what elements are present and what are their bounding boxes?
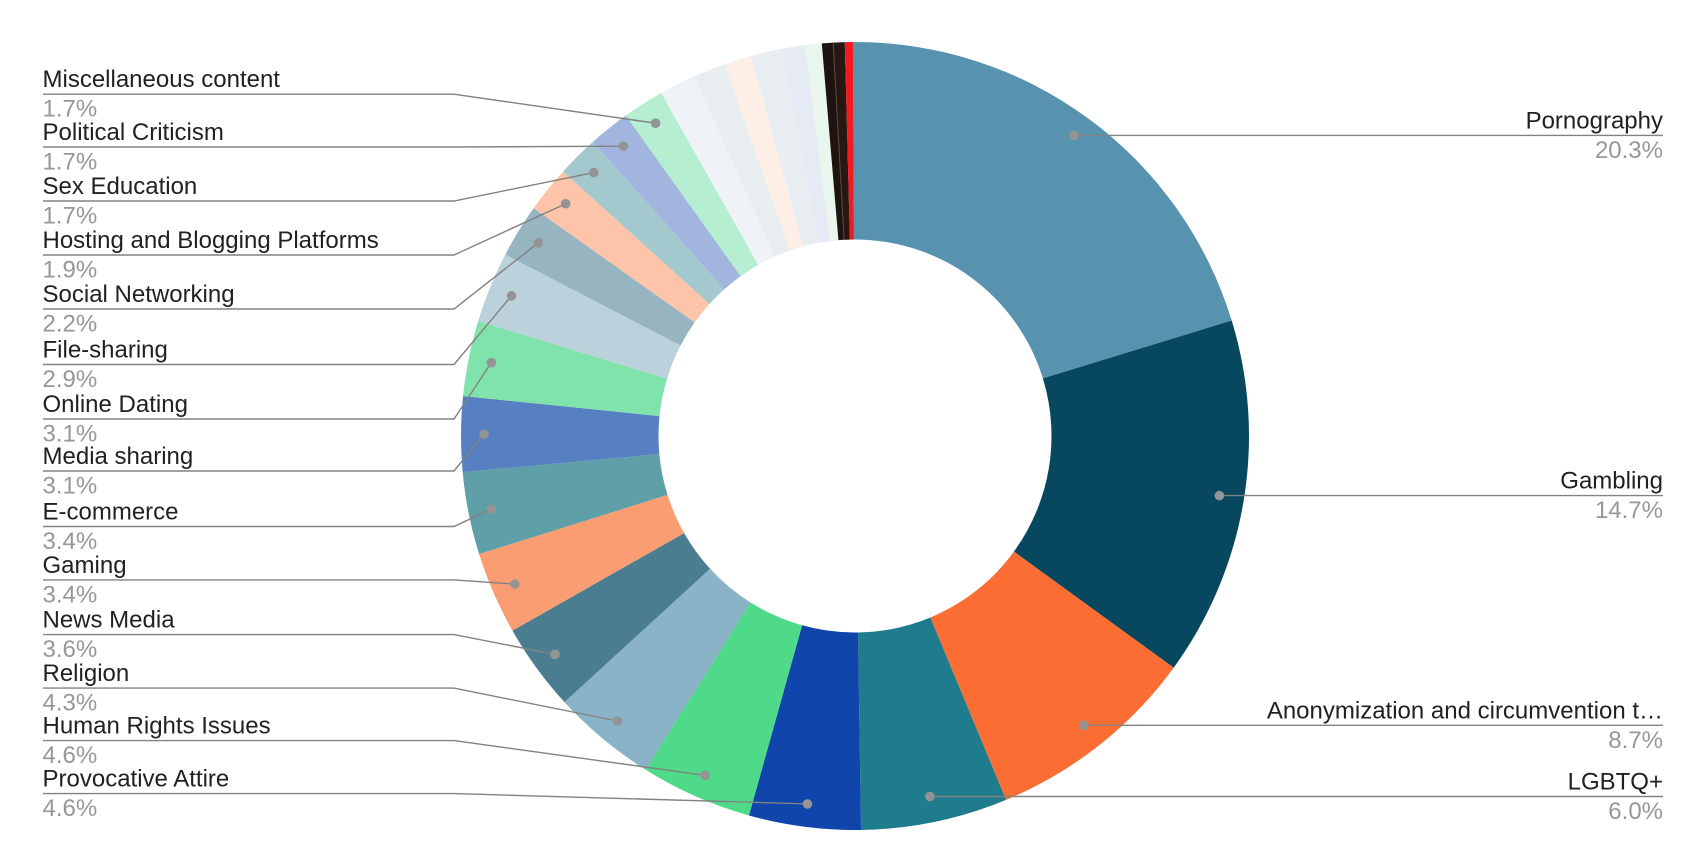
svg-text:E-commerce: E-commerce [43,499,179,526]
svg-text:Provocative Attire: Provocative Attire [43,766,230,793]
svg-text:8.7%: 8.7% [1608,727,1663,754]
svg-text:News Media: News Media [43,607,176,634]
svg-text:Sex Education: Sex Education [43,173,198,200]
svg-text:4.6%: 4.6% [43,742,98,769]
svg-text:14.7%: 14.7% [1595,497,1663,524]
svg-text:Political Criticism: Political Criticism [43,119,224,146]
svg-text:2.9%: 2.9% [43,366,98,393]
svg-text:Anonymization and circumventio: Anonymization and circumvention t… [1267,697,1663,724]
svg-text:Media sharing: Media sharing [43,443,194,470]
svg-text:Religion: Religion [43,660,130,687]
svg-text:Social Networking: Social Networking [43,281,235,308]
svg-text:3.1%: 3.1% [43,473,98,500]
svg-text:3.4%: 3.4% [43,528,98,555]
svg-text:3.6%: 3.6% [43,636,98,663]
svg-text:6.0%: 6.0% [1608,798,1663,825]
svg-text:1.9%: 1.9% [43,257,98,284]
svg-text:3.1%: 3.1% [43,421,98,448]
svg-text:1.7%: 1.7% [43,203,98,230]
svg-text:20.3%: 20.3% [1595,137,1663,164]
svg-text:1.7%: 1.7% [43,149,98,176]
svg-text:Online Dating: Online Dating [43,391,188,418]
svg-text:Human Rights Issues: Human Rights Issues [43,713,271,740]
svg-text:LGBTQ+: LGBTQ+ [1568,769,1663,796]
svg-text:2.2%: 2.2% [43,311,98,338]
svg-text:Pornography: Pornography [1526,107,1663,134]
svg-text:Miscellaneous content: Miscellaneous content [43,66,281,93]
svg-text:4.3%: 4.3% [43,690,98,717]
svg-text:Gambling: Gambling [1560,468,1663,495]
svg-text:4.6%: 4.6% [43,795,98,822]
svg-text:Hosting and Blogging Platforms: Hosting and Blogging Platforms [43,227,379,254]
svg-text:File-sharing: File-sharing [43,337,168,364]
svg-text:1.7%: 1.7% [43,96,98,123]
svg-text:3.4%: 3.4% [43,581,98,608]
svg-text:Gaming: Gaming [43,552,127,579]
